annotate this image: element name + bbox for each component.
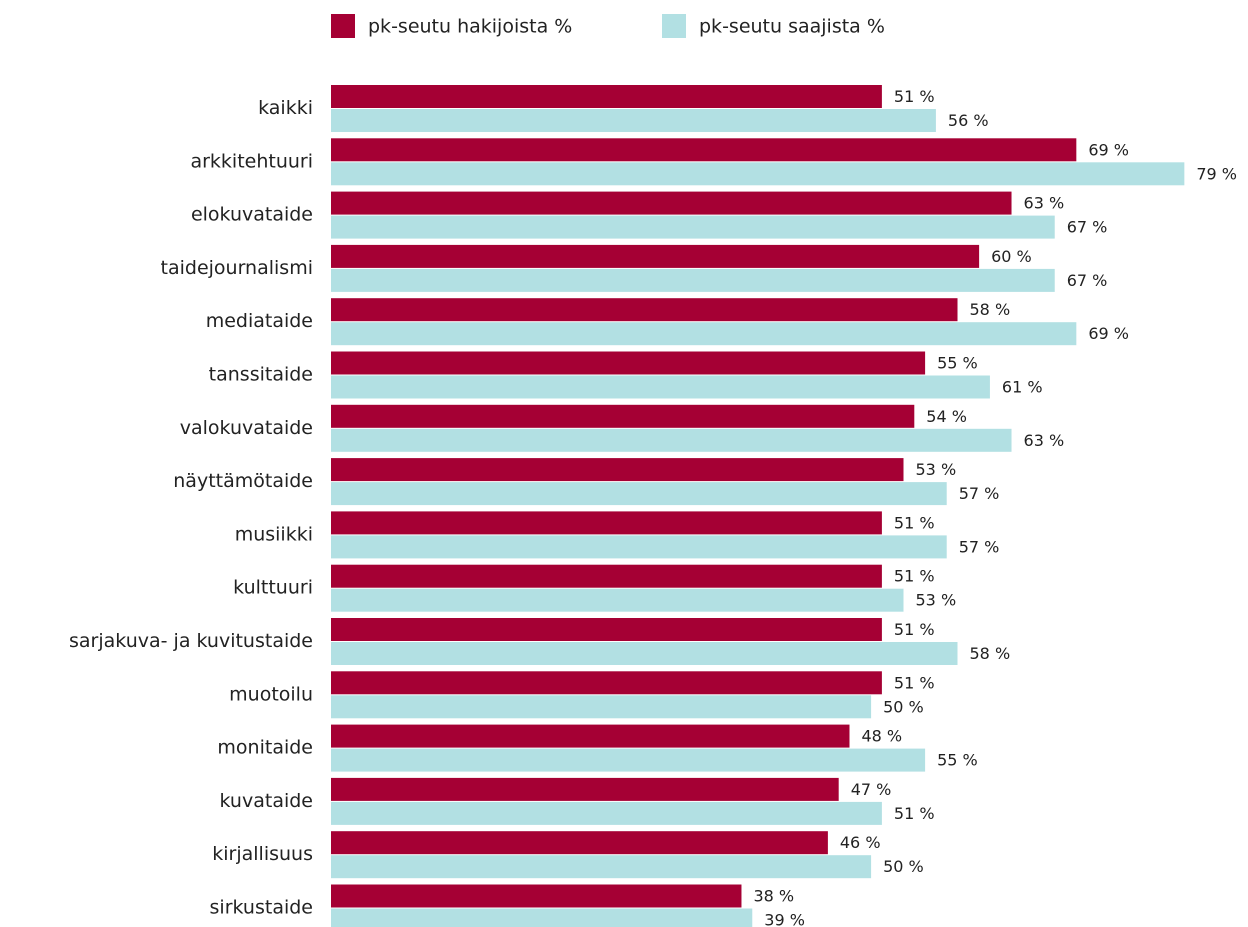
- value-label: 53 %: [916, 591, 957, 610]
- bar: [331, 191, 1012, 215]
- value-label: 79 %: [1196, 164, 1237, 183]
- category-label: mediataide: [206, 310, 313, 332]
- value-label: 60 %: [991, 247, 1032, 266]
- bar: [331, 268, 1055, 292]
- category-label: sirkustaide: [210, 897, 313, 919]
- bar: [331, 908, 753, 927]
- value-label: 51 %: [894, 804, 935, 823]
- value-label: 50 %: [883, 857, 924, 876]
- value-label: 53 %: [916, 460, 957, 479]
- bar: [331, 458, 904, 482]
- bar: [331, 801, 882, 825]
- value-label: 58 %: [970, 644, 1011, 663]
- value-label: 67 %: [1067, 271, 1108, 290]
- bar: [331, 162, 1185, 186]
- bar: [331, 564, 882, 588]
- bar: [331, 428, 1012, 452]
- value-label: 50 %: [883, 697, 924, 716]
- value-label: 61 %: [1002, 378, 1043, 397]
- bar: [331, 298, 958, 322]
- value-label: 63 %: [1024, 194, 1065, 213]
- bar: [331, 642, 958, 665]
- category-label: kaikki: [258, 97, 313, 119]
- value-label: 54 %: [926, 407, 967, 426]
- value-label: 55 %: [937, 751, 978, 770]
- bar: [331, 404, 915, 428]
- bar: [331, 351, 926, 375]
- category-label: kulttuuri: [233, 577, 313, 599]
- category-label: muotoilu: [229, 683, 313, 705]
- value-label: 48 %: [861, 727, 902, 746]
- category-label: arkkitehtuuri: [190, 150, 313, 172]
- legend-label: pk-seutu hakijoista %: [368, 16, 572, 38]
- category-label: elokuvataide: [191, 204, 313, 226]
- category-label: sarjakuva- ja kuvitustaide: [69, 630, 313, 652]
- bar: [331, 724, 850, 748]
- category-label: kirjallisuus: [212, 843, 313, 865]
- category-label: tanssitaide: [209, 364, 313, 386]
- value-label: 51 %: [894, 513, 935, 532]
- bar: [331, 215, 1055, 239]
- category-label: musiikki: [235, 523, 313, 545]
- category-label: kuvataide: [220, 790, 313, 812]
- legend-swatch: [662, 14, 686, 38]
- legend-label: pk-seutu saajista %: [699, 16, 885, 38]
- value-label: 47 %: [851, 780, 892, 799]
- category-label: näyttämötaide: [173, 470, 313, 492]
- value-label: 51 %: [894, 620, 935, 639]
- value-label: 39 %: [764, 911, 805, 927]
- bar: [331, 777, 839, 801]
- value-label: 69 %: [1088, 324, 1129, 343]
- bar: [331, 535, 947, 559]
- bar: [331, 375, 990, 399]
- bar: [331, 831, 828, 855]
- value-label: 51 %: [894, 673, 935, 692]
- value-label: 69 %: [1088, 140, 1129, 159]
- value-label: 55 %: [937, 354, 978, 373]
- value-label: 57 %: [959, 484, 1000, 503]
- value-label: 38 %: [753, 887, 794, 906]
- bar: [331, 855, 872, 879]
- value-label: 51 %: [894, 567, 935, 586]
- bar: [331, 588, 904, 612]
- legend-swatch: [331, 14, 355, 38]
- value-label: 46 %: [840, 833, 881, 852]
- bar: [331, 695, 872, 719]
- category-label: taidejournalismi: [161, 257, 313, 279]
- value-label: 51 %: [894, 87, 935, 106]
- bar: [331, 482, 947, 506]
- value-label: 58 %: [970, 300, 1011, 319]
- bar: [331, 511, 882, 535]
- value-label: 56 %: [948, 111, 989, 130]
- bar: [331, 884, 742, 908]
- bar: [331, 138, 1077, 162]
- value-label: 63 %: [1024, 431, 1065, 450]
- bar: [331, 618, 882, 641]
- bar: [331, 244, 980, 268]
- bar: [331, 322, 1077, 346]
- bar: [331, 748, 926, 772]
- value-label: 57 %: [959, 537, 1000, 556]
- value-label: 67 %: [1067, 218, 1108, 237]
- bar: [331, 85, 882, 108]
- category-label: monitaide: [217, 737, 313, 759]
- bar: [331, 671, 882, 695]
- bar: [331, 109, 936, 132]
- category-label: valokuvataide: [180, 417, 313, 439]
